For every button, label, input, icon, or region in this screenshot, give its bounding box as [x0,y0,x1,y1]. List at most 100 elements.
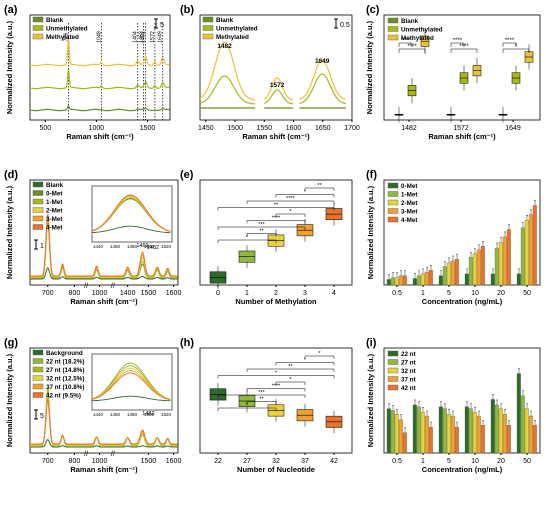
spectrum-line-d [30,220,178,279]
legend-g-swatch [32,392,44,398]
bar [524,220,529,286]
x-tick-label: 3 [303,290,307,297]
y-axis-label: Normalized Intensity (a.u.) [365,20,374,114]
bar [468,257,473,286]
x-tick-label: 1000 [92,290,108,297]
x-tick-label: 800 [69,290,81,297]
bar [450,260,455,286]
legend-c-entry: Methylated [401,35,434,42]
panel-label: (i) [366,337,377,349]
bar [498,242,503,286]
x-axis-label: Number of Methylation [235,297,317,306]
spectrum-line-b [199,41,256,101]
x-tick-label: 1550 [257,125,273,132]
legend-g-swatch [32,383,44,390]
y-axis-label: Normalized Intensity (a.u.) [5,20,14,114]
x-tick-label: 700 [42,290,54,297]
x-axis-label: Raman shift (cm⁻¹) [70,465,138,474]
legend-d-entry: 2-Met [46,208,63,215]
bar [532,205,537,286]
axis-break: // [111,451,115,458]
x-tick-label: 20 [497,458,505,465]
legend-b-swatch [202,33,214,40]
x-tick-label: 10 [471,290,479,297]
inset-tick-label: 1520 [161,412,172,417]
x-tick-label: 0 [216,290,220,297]
sig-bracket [246,388,306,392]
inset-frame [91,353,173,411]
sig-bracket [275,362,335,366]
bar [450,415,455,454]
x-tick-label: 1400 [120,290,136,297]
plot-frame-c [383,14,541,121]
legend-g-swatch [32,375,44,381]
x-tick-label: 500 [39,125,51,132]
spectrum-line-d [30,267,178,280]
sig-stars: **** [401,38,411,44]
legend-c-swatch [387,34,399,41]
legend-f-entry: 3-Met [401,209,418,216]
bar [416,406,421,454]
x-axis-label: Raman shift (cm⁻¹) [66,132,134,141]
x-tick-label: 0.5 [392,290,402,297]
legend-b-swatch [202,25,214,31]
plot-frame-g [29,347,179,454]
scale-bar-label: 1 [40,243,44,250]
sig-stars: * [246,235,249,241]
bar [454,426,459,454]
peak-label: 1460 [136,243,148,249]
sig-bracket [398,42,413,47]
bar [490,399,495,454]
spectrum-line-g [30,438,178,448]
inset-tick-label: 1460 [110,412,121,417]
legend-i-swatch [387,350,399,357]
panel-label: (a) [4,4,18,16]
spectrum-line-g [30,394,178,446]
legend-a-swatch [32,33,44,40]
x-tick-label: 1 [421,458,425,465]
bar [412,404,417,454]
peak-label: 1462 [139,31,145,43]
x-tick-label: 22 [214,458,222,465]
legend-a-swatch [32,25,44,31]
x-tick-label: 10 [471,458,479,465]
bar [394,277,399,286]
x-tick-label: 1500 [141,290,157,297]
bar [438,275,443,286]
legend-b-entry: Unmethylated [216,26,258,33]
bar [464,273,469,286]
sig-stars: **** [272,216,281,222]
spectrum-line-d [30,213,178,277]
bar [464,406,469,454]
legend-i-swatch [387,367,399,374]
sig-stars: **** [505,38,515,44]
legend-i-entry: 42 nt [401,385,417,392]
bar [528,214,533,286]
y-axis-label: Normalized Intensity (a.u.) [5,185,14,279]
inset-line-d [91,194,171,232]
bar [506,229,511,286]
sig-stars: ** [259,397,264,403]
legend-a-swatch [32,16,44,23]
bar [428,270,433,286]
legend-d-swatch [32,190,44,196]
legend-i-swatch [387,384,399,391]
sig-bracket [502,48,530,53]
sig-bracket [246,368,335,372]
panel-label: (h) [180,337,194,349]
y-axis-label: Normalized Intensity (a.u.) [366,353,375,447]
peak-label: 1649 [158,31,164,43]
legend-c-swatch [387,17,399,24]
peak-label: 1482 [142,411,154,417]
sig-stars: * [275,371,278,377]
scale-bar-label: 5 [160,22,164,29]
bar [420,273,425,286]
bar [528,415,533,454]
legend-g-entry: 37 nt (10.8%) [46,384,85,391]
inset-tick-label: 1480 [127,244,138,249]
bar [442,266,447,286]
bar [416,275,421,286]
sig-stars: * [304,190,307,196]
bar [386,408,391,454]
